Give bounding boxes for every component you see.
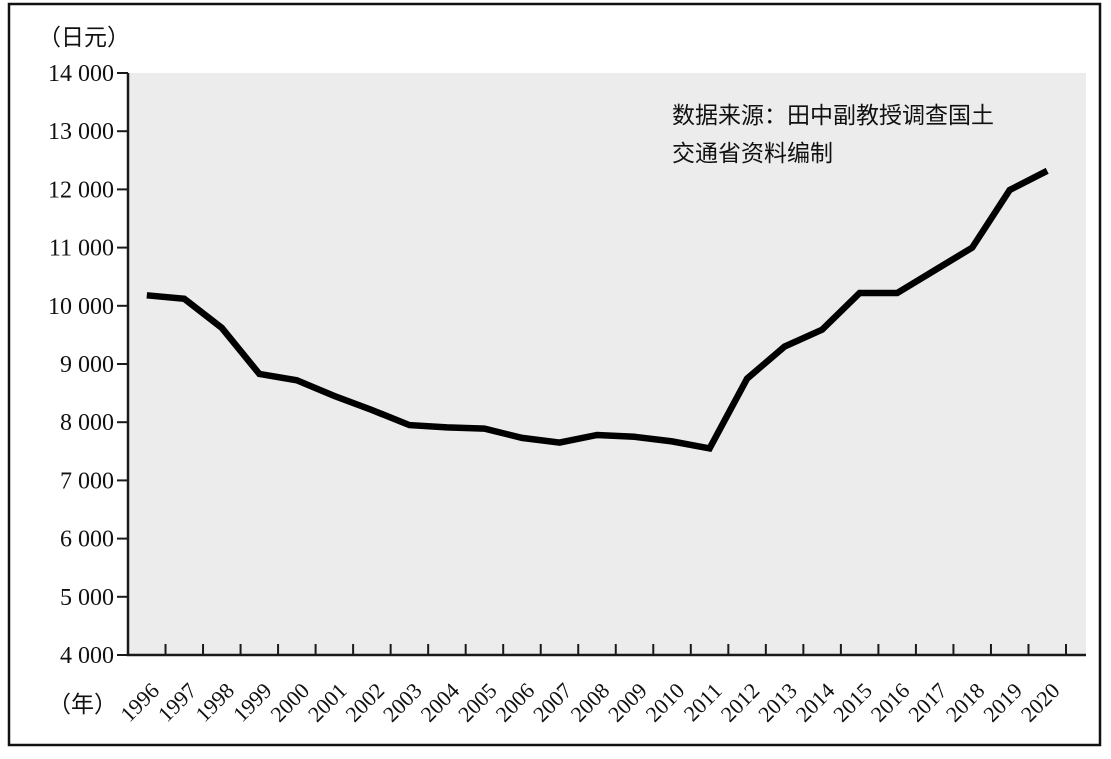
x-tick-label: 1999 — [228, 678, 277, 727]
x-tick-label: 1998 — [190, 678, 239, 727]
y-tick-label: 13 000 — [48, 119, 114, 145]
y-tick-label: 5 000 — [60, 585, 114, 611]
y-axis-ticks — [117, 72, 128, 656]
x-tick-label: 2014 — [791, 678, 840, 727]
source-annotation-line2: 交通省资料编制 — [672, 141, 833, 166]
x-tick-label: 2018 — [941, 678, 990, 727]
x-tick-label: 2017 — [903, 678, 952, 727]
source-annotation-line1: 数据来源：田中副教授调查国土 — [672, 103, 994, 128]
x-tick-label: 2019 — [978, 678, 1027, 727]
y-tick-label: 4 000 — [60, 643, 114, 669]
x-tick-label: 2020 — [1016, 678, 1065, 727]
x-tick-label: 1997 — [153, 678, 202, 727]
x-tick-label: 2005 — [453, 678, 502, 727]
y-tick-label: 12 000 — [48, 177, 114, 203]
y-tick-label: 10 000 — [48, 294, 114, 320]
x-tick-label: 2010 — [641, 678, 690, 727]
y-tick-label: 14 000 — [48, 61, 114, 87]
y-tick-label: 8 000 — [60, 410, 114, 436]
x-tick-label: 2007 — [528, 678, 577, 727]
y-tick-label: 6 000 — [60, 527, 114, 553]
x-tick-label: 2015 — [828, 678, 877, 727]
x-axis-unit-label: （年） — [48, 692, 117, 717]
x-tick-label: 2001 — [303, 678, 352, 727]
x-tick-label: 2016 — [866, 678, 915, 727]
x-tick-label: 2013 — [753, 678, 802, 727]
x-tick-label: 2012 — [716, 678, 765, 727]
y-axis-unit-label: （日元） — [38, 25, 130, 50]
y-tick-label: 9 000 — [60, 352, 114, 378]
x-tick-label: 2011 — [679, 678, 727, 726]
plot-area-background — [128, 73, 1086, 655]
data-line — [146, 167, 1049, 453]
x-tick-label: 2000 — [265, 678, 314, 727]
data-series — [146, 167, 1049, 453]
x-tick-label: 2009 — [603, 678, 652, 727]
y-axis-tick-labels: 14 000 13 000 12 000 11 000 10 000 9 000 8 000… — [48, 61, 114, 669]
outer-border — [7, 2, 1102, 747]
x-axis-tick-labels: 1996199719981999200020012002200320042005… — [115, 678, 1064, 727]
y-tick-label: 11 000 — [49, 236, 114, 262]
x-tick-label: 1996 — [115, 678, 164, 727]
x-tick-label: 2006 — [490, 678, 539, 727]
x-tick-label: 2008 — [566, 678, 615, 727]
x-tick-label: 2004 — [415, 678, 464, 727]
x-axis-ticks — [164, 644, 1067, 655]
y-tick-label: 7 000 — [60, 468, 114, 494]
x-tick-label: 2003 — [378, 678, 427, 727]
x-tick-label: 2002 — [340, 678, 389, 727]
